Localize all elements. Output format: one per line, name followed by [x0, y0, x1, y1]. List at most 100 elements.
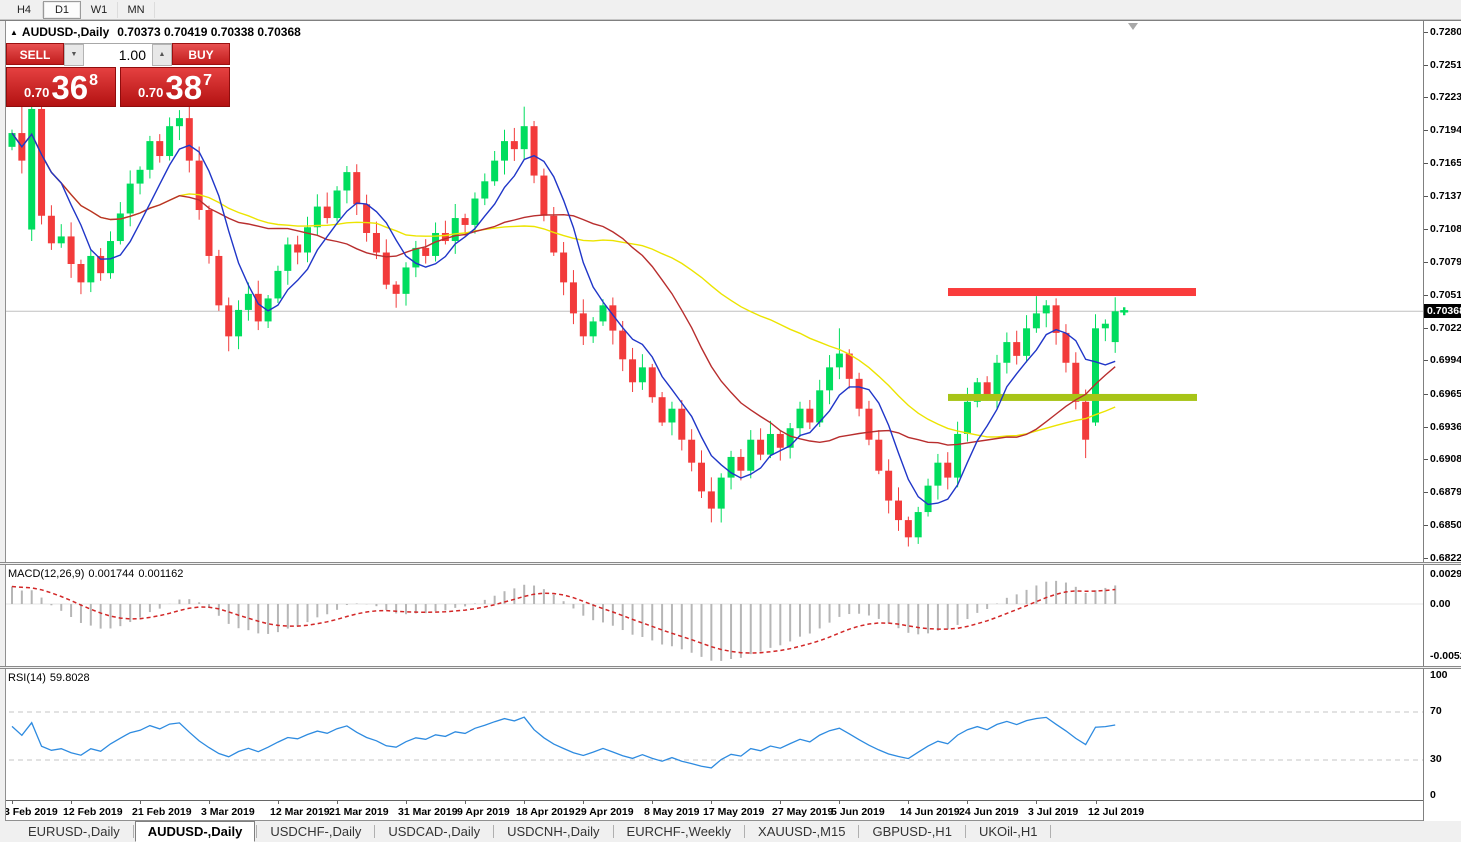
price-axis-label: 0.71655 — [1430, 157, 1461, 169]
date-axis-tick — [71, 801, 72, 804]
date-axis-tick — [839, 801, 840, 804]
buy-button[interactable]: BUY — [172, 43, 230, 65]
timeframe-button-w1[interactable]: W1 — [81, 1, 118, 18]
chart-tab-ukoil[interactable]: UKOil-,H1 — [978, 824, 1038, 839]
date-axis-tick — [465, 801, 466, 804]
rsi-chart[interactable] — [0, 669, 1423, 800]
date-axis-tick — [967, 801, 968, 804]
chart-tab-audusd[interactable]: AUDUSD-,Daily — [134, 821, 256, 842]
price-axis-tick — [1424, 229, 1428, 230]
date-axis-tick — [209, 801, 210, 804]
date-axis-tick — [524, 801, 525, 804]
chart-tab-usdchf[interactable]: USDCHF-,Daily — [270, 824, 362, 839]
chart-tab-eurusd[interactable]: EURUSD-,Daily — [28, 824, 120, 839]
panel-separator[interactable] — [0, 562, 1461, 565]
date-axis-tick — [12, 801, 13, 804]
rsi-value: 59.8028 — [49, 672, 90, 684]
price-axis-label: 0.70510 — [1430, 289, 1461, 301]
price-axis-label: 0.71370 — [1430, 190, 1461, 202]
price-axis-label: 0.70795 — [1430, 256, 1461, 268]
price-axis-label: 0.71085 — [1430, 223, 1461, 235]
price-axis-tick — [1424, 328, 1428, 329]
price-axis-tick — [1424, 32, 1428, 33]
candlestick-chart[interactable] — [0, 21, 1423, 562]
rsi-axis-label: 100 — [1430, 669, 1448, 681]
timeframe-button-mn[interactable]: MN — [118, 1, 155, 18]
date-axis-tick — [278, 801, 279, 804]
date-axis-label: 29 Apr 2019 — [575, 806, 634, 818]
date-axis-tick — [711, 801, 712, 804]
macd-name: MACD(12,26,9) — [8, 568, 85, 580]
price-axis-label: 0.69650 — [1430, 388, 1461, 400]
rsi-axis-label: 30 — [1430, 753, 1442, 765]
price-axis-tick — [1424, 525, 1428, 526]
sell-button[interactable]: SELL — [6, 43, 64, 65]
one-click-trading-widget: SELL ▼ ▲ BUY 0.70 36 8 0.70 38 7 — [6, 43, 232, 107]
date-axis-label: 3 Feb 2019 — [4, 806, 58, 818]
date-axis-label: 27 May 2019 — [772, 806, 834, 818]
buy-price-prefix: 0.70 — [138, 85, 164, 100]
price-axis-tick — [1424, 163, 1428, 164]
date-axis-label: 8 May 2019 — [644, 806, 700, 818]
tab-divider — [964, 825, 966, 838]
chart-tab-usdcad[interactable]: USDCAD-,Daily — [388, 824, 481, 839]
buy-price-box[interactable]: 0.70 38 7 — [120, 67, 230, 107]
current-price-tag: 0.70368 — [1424, 304, 1461, 318]
price-axis-tick — [1424, 427, 1428, 428]
date-axis-label: 5 Jun 2019 — [831, 806, 885, 818]
date-axis-label: 12 Mar 2019 — [270, 806, 330, 818]
window-left-frame — [0, 21, 6, 821]
date-axis-label: 12 Feb 2019 — [63, 806, 123, 818]
date-axis-tick — [780, 801, 781, 804]
date-axis-label: 3 Jul 2019 — [1028, 806, 1079, 818]
price-axis-label: 0.72515 — [1430, 59, 1461, 71]
chart-tab-gbpusd[interactable]: GBPUSD-,H1 — [872, 824, 952, 839]
buy-price-big: 38 — [165, 69, 203, 106]
tab-divider — [132, 825, 134, 838]
price-axis-tick — [1424, 65, 1428, 66]
price-axis-tick — [1424, 262, 1428, 263]
date-axis-tick — [1036, 801, 1037, 804]
collapse-triangle-icon[interactable]: ▲ — [10, 28, 18, 37]
timeframe-button-h4[interactable]: H4 — [6, 1, 43, 18]
timeframe-toolbar: H4 D1 W1 MN — [0, 0, 1461, 20]
tab-divider — [493, 825, 495, 838]
rsi-panel: RSI(14) 59.8028 — [0, 669, 1423, 800]
price-axis-label: 0.69365 — [1430, 421, 1461, 433]
date-axis-label: 12 Jul 2019 — [1088, 806, 1145, 818]
panel-separator[interactable] — [0, 666, 1461, 669]
date-axis-label: 24 Jun 2019 — [959, 806, 1019, 818]
date-axis-label: 31 Mar 2019 — [398, 806, 458, 818]
ohlc-values: 0.70373 0.70419 0.70338 0.70368 — [117, 25, 301, 39]
macd-value-main: 0.001744 — [88, 568, 135, 580]
macd-chart[interactable] — [0, 565, 1423, 666]
price-axis-tick — [1424, 97, 1428, 98]
macd-axis-label: -0.00525 — [1430, 650, 1461, 662]
macd-label: MACD(12,26,9) 0.001744 0.001162 — [8, 568, 187, 580]
timeframe-button-d1[interactable]: D1 — [43, 0, 81, 19]
price-axis-tick — [1424, 459, 1428, 460]
price-axis-label: 0.70225 — [1430, 322, 1461, 334]
date-axis-label: 14 Jun 2019 — [900, 806, 960, 818]
tab-divider — [374, 825, 376, 838]
price-axis-tick — [1424, 492, 1428, 493]
volume-increase-button[interactable]: ▲ — [152, 44, 172, 66]
volume-decrease-button[interactable]: ▼ — [64, 44, 84, 66]
tab-divider — [858, 825, 860, 838]
price-axis-label: 0.72800 — [1430, 26, 1461, 38]
price-axis-tick — [1424, 394, 1428, 395]
date-axis: 3 Feb 2019 12 Feb 2019 21 Feb 2019 3 Mar 20… — [0, 800, 1423, 821]
price-axis-label: 0.69940 — [1430, 354, 1461, 366]
rsi-axis-label: 0 — [1430, 789, 1436, 801]
date-axis-tick — [406, 801, 407, 804]
rsi-label: RSI(14) 59.8028 — [8, 672, 94, 684]
chart-tab-usdcnh[interactable]: USDCNH-,Daily — [507, 824, 600, 839]
chart-tab-eurchf[interactable]: EURCHF-,Weekly — [626, 824, 732, 839]
chart-tab-xauusd[interactable]: XAUUSD-,M15 — [758, 824, 846, 839]
chart-shift-icon[interactable] — [1128, 23, 1138, 30]
volume-input[interactable] — [84, 44, 152, 66]
tab-divider — [1050, 825, 1052, 838]
date-axis-tick — [337, 801, 338, 804]
price-axis-tick — [1424, 558, 1428, 559]
sell-price-box[interactable]: 0.70 36 8 — [6, 67, 116, 107]
